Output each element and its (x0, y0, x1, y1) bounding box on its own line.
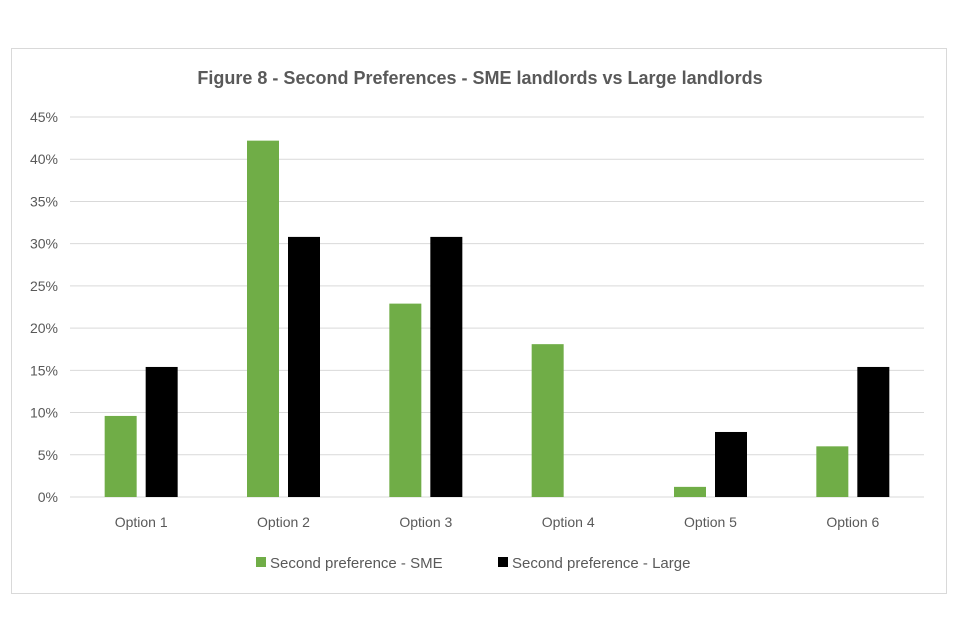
x-axis-ticks: Option 1 Option 2 Option 3 Option 4 Option 5… (115, 514, 880, 530)
x-tick-label: Option 5 (684, 514, 737, 530)
x-tick-label: Option 1 (115, 514, 168, 530)
bar-sme-option-5 (674, 486, 706, 497)
x-tick-label: Option 3 (399, 514, 452, 530)
legend-label-large: Second preference - Large (512, 555, 690, 572)
bar-large-option-5 (715, 431, 747, 497)
y-tick-label: 45% (30, 109, 58, 125)
y-tick-label: 20% (30, 320, 58, 336)
y-tick-label: 30% (30, 236, 58, 252)
x-tick-label: Option 2 (257, 514, 310, 530)
bar-large-option-2 (288, 236, 320, 497)
legend-label-sme: Second preference - SME (270, 555, 443, 572)
bar-sme-option-6 (816, 446, 849, 497)
bar-sme-option-3 (389, 303, 422, 497)
bar-large-option-6 (857, 366, 890, 497)
y-tick-label: 5% (38, 447, 58, 463)
gridlines (70, 116, 924, 456)
y-tick-label: 0% (38, 489, 58, 505)
bar-sme-option-2 (247, 140, 279, 497)
legend: Second preference - SME Second preferenc… (256, 555, 690, 572)
legend-swatch-large (498, 557, 508, 567)
bar-sme-option-1 (104, 415, 137, 497)
bar-sme-option-4 (531, 344, 564, 497)
y-tick-label: 10% (30, 405, 58, 421)
chart-frame (11, 48, 947, 594)
y-tick-label: 25% (30, 278, 58, 294)
y-tick-label: 15% (30, 362, 58, 378)
bar-large-option-3 (430, 236, 463, 497)
legend-swatch-sme (256, 557, 266, 567)
bars (104, 140, 890, 497)
x-tick-label: Option 4 (542, 514, 595, 530)
bar-large-option-1 (145, 366, 178, 497)
y-tick-label: 40% (30, 151, 58, 167)
chart-title: Figure 8 - Second Preferences - SME land… (197, 68, 762, 88)
y-axis-ticks: 0% 5% 10% 15% 20% 25% 30% 35% 40% 45% (30, 109, 58, 505)
x-tick-label: Option 6 (826, 514, 879, 530)
y-tick-label: 35% (30, 193, 58, 209)
